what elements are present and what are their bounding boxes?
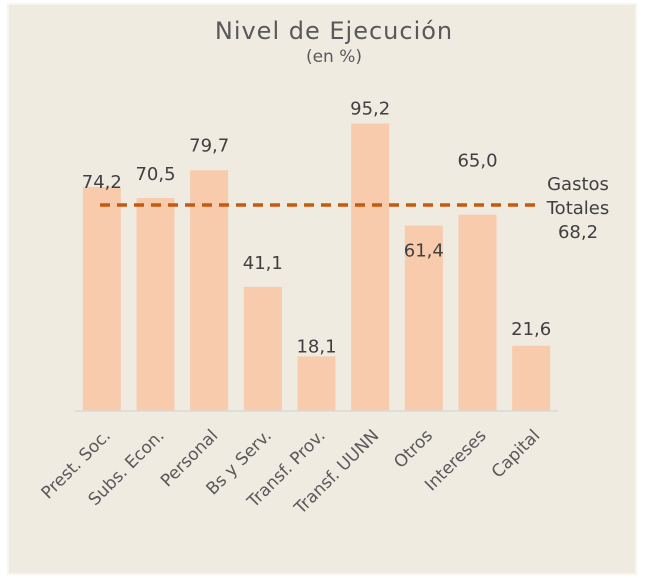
- bar: [82, 186, 121, 411]
- bar: [404, 225, 443, 411]
- data-label: 70,5: [135, 164, 175, 185]
- data-label: 18,1: [296, 336, 336, 357]
- data-label: 41,1: [243, 253, 283, 274]
- bar: [458, 214, 497, 411]
- reference-label: Gastos: [547, 174, 609, 195]
- bar: [297, 356, 336, 411]
- bar: [136, 198, 175, 411]
- data-label: 79,7: [189, 135, 229, 156]
- reference-value-label: 68,2: [558, 222, 598, 243]
- data-label: 74,2: [82, 172, 122, 193]
- chart-subtitle: (en %): [306, 47, 362, 67]
- data-label: 65,0: [457, 151, 497, 172]
- reference-label: Totales: [546, 198, 610, 219]
- bar: [512, 345, 551, 411]
- data-label: 21,6: [511, 319, 551, 340]
- data-label: 95,2: [350, 98, 390, 119]
- data-label: 61,4: [404, 241, 444, 262]
- chart-title: Nivel de Ejecución: [215, 17, 453, 45]
- bar: [190, 170, 229, 411]
- bar: [351, 123, 390, 411]
- bar: [243, 286, 282, 411]
